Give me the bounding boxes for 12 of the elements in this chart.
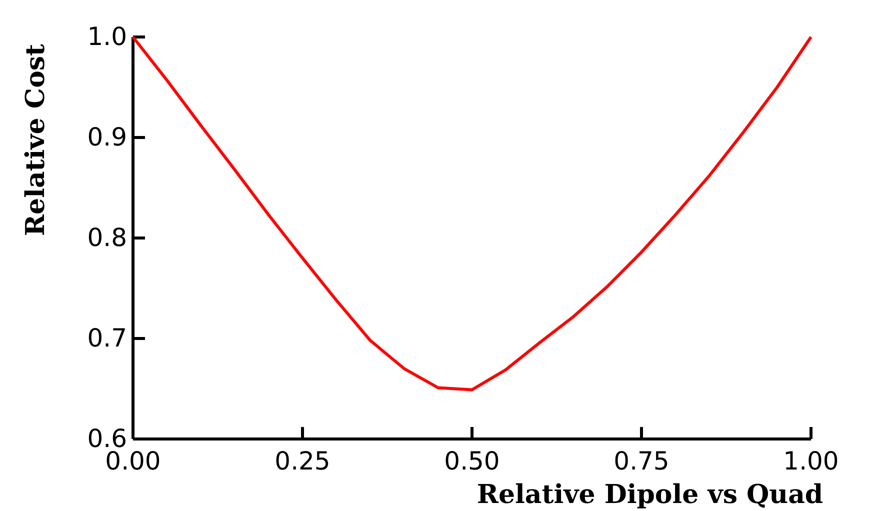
x-tick-label: 0.00 — [105, 446, 161, 476]
y-tick-label: 0.8 — [87, 223, 127, 252]
x-tick-label: 1.00 — [783, 446, 839, 476]
line-series — [132, 36, 812, 392]
y-tick-label: 1.0 — [87, 22, 127, 51]
x-tick-label: 0.75 — [614, 446, 670, 476]
x-tick-label: 0.25 — [274, 446, 330, 476]
y-axis-title: Relative Cost — [21, 44, 51, 236]
x-axis-title: Relative Dipole vs Quad — [476, 480, 824, 510]
x-tick-label: 0.50 — [444, 446, 500, 476]
y-tick-label: 0.9 — [87, 122, 127, 152]
y-tick-label: 0.7 — [87, 324, 127, 352]
